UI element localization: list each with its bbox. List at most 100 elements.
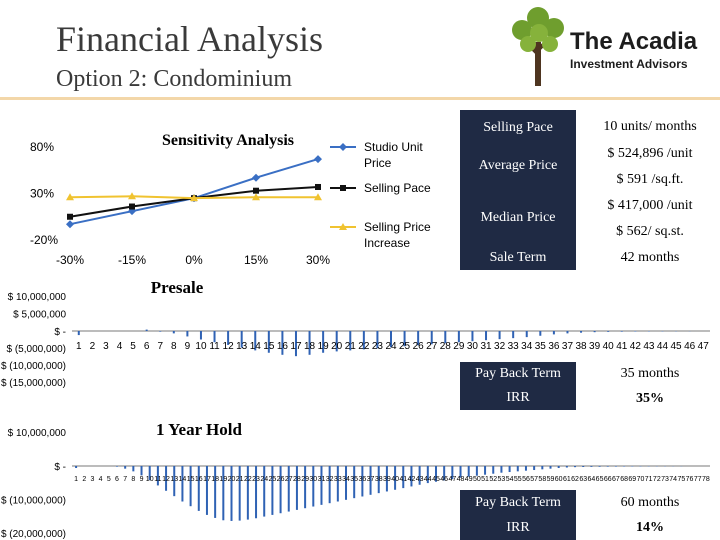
bar: [426, 466, 429, 484]
bar: [124, 466, 127, 469]
x-tick-label: 35: [350, 476, 358, 483]
x-tick-label: 18: [304, 341, 316, 352]
x-tick-label: 34: [342, 476, 350, 483]
x-tick-label: 15%: [244, 253, 268, 267]
data-point: [67, 213, 73, 220]
bar: [197, 466, 200, 511]
bar: [145, 329, 148, 331]
bar: [475, 466, 478, 476]
y-tick-label: $ (5,000,000): [7, 344, 67, 355]
x-tick-label: 22: [244, 476, 252, 483]
bar: [539, 331, 542, 336]
x-tick-label: 43: [643, 341, 655, 352]
bar: [557, 466, 560, 469]
x-tick-label: 13: [170, 476, 178, 483]
x-tick-label: 14: [250, 341, 262, 352]
data-point: [190, 194, 198, 202]
bar: [566, 331, 569, 334]
legend-label: Selling Price: [364, 220, 431, 234]
bar: [385, 466, 388, 492]
x-tick-label: 14: [179, 476, 187, 483]
x-tick-label: 28: [293, 476, 301, 483]
result-label: IRR: [506, 390, 530, 405]
x-tick-label: 31: [318, 476, 326, 483]
presale-payback-value: 35 months: [620, 366, 680, 381]
result-label: IRR: [506, 520, 530, 535]
hold-payback-label: Pay Back Term: [460, 490, 576, 516]
x-tick-label: 6: [115, 476, 119, 483]
bar: [287, 466, 290, 512]
assumption-label-median-price: Median Price: [460, 186, 576, 244]
bar: [444, 331, 447, 344]
x-tick-label: 65: [596, 476, 604, 483]
bar: [369, 466, 372, 495]
bar: [156, 466, 159, 486]
bar: [295, 466, 298, 510]
assumption-label-sale-term: Sale Term: [460, 244, 576, 270]
x-tick-label: 32: [326, 476, 334, 483]
x-tick-label: 35: [535, 341, 547, 352]
x-tick-label: 16: [195, 476, 203, 483]
x-tick-label: 2: [82, 476, 86, 483]
average-price-per-unit: $ 524,896 /unit: [607, 146, 693, 161]
legend-label: Increase: [364, 236, 410, 250]
bar: [205, 466, 208, 515]
x-tick-label: 18: [211, 476, 219, 483]
x-tick-label: 4: [117, 341, 123, 352]
x-tick-label: 3: [90, 476, 94, 483]
x-tick-label: 44: [424, 476, 432, 483]
legend-marker: [339, 143, 347, 151]
bar: [132, 466, 135, 472]
x-tick-label: 62: [571, 476, 579, 483]
bar: [304, 466, 307, 509]
x-tick-label: 31: [480, 341, 492, 352]
bar: [336, 466, 339, 502]
y-tick-label: $ (20,000,000): [1, 529, 66, 540]
median-price-per-unit: $ 417,000 /unit: [607, 198, 693, 213]
bar: [255, 466, 258, 519]
bar: [186, 331, 189, 337]
x-tick-label: 30: [309, 476, 317, 483]
x-tick-label: 24: [385, 341, 397, 352]
x-tick-label: 43: [416, 476, 424, 483]
bar: [172, 331, 175, 334]
bar: [430, 331, 433, 345]
bar: [434, 466, 437, 482]
x-tick-label: 7: [123, 476, 127, 483]
y-tick-label: $ (15,000,000): [1, 378, 66, 389]
x-tick-label: 54: [506, 476, 514, 483]
bar: [267, 331, 270, 353]
bar: [294, 331, 297, 357]
x-tick-label: 44: [657, 341, 669, 352]
x-tick-label: 69: [628, 476, 636, 483]
bar: [418, 466, 421, 485]
data-point: [66, 193, 74, 201]
bar: [115, 466, 118, 467]
bar: [181, 466, 184, 502]
x-tick-label: 60: [555, 476, 563, 483]
x-tick-label: 37: [367, 476, 375, 483]
x-tick-label: 30%: [306, 253, 330, 267]
bar-chart-title: Presale: [151, 278, 204, 297]
bar: [227, 331, 230, 345]
bar: [189, 466, 192, 507]
x-tick-label: 47: [448, 476, 456, 483]
bar: [614, 466, 617, 467]
bar: [516, 466, 519, 472]
x-tick-label: 55: [514, 476, 522, 483]
bar: [623, 466, 626, 467]
x-tick-label: 46: [440, 476, 448, 483]
bar: [328, 466, 331, 504]
bar: [459, 466, 462, 478]
data-point: [314, 155, 322, 164]
bar: [524, 466, 527, 471]
y-tick-label: $ 5,000,000: [13, 310, 66, 321]
x-tick-label: 0%: [185, 253, 203, 267]
x-tick-label: 40: [603, 341, 615, 352]
x-tick-label: 76: [686, 476, 694, 483]
x-tick-label: 5: [107, 476, 111, 483]
logo-tagline: Investment Advisors: [570, 57, 688, 71]
y-tick-label: 80%: [30, 140, 54, 154]
x-tick-label: 6: [144, 341, 150, 352]
